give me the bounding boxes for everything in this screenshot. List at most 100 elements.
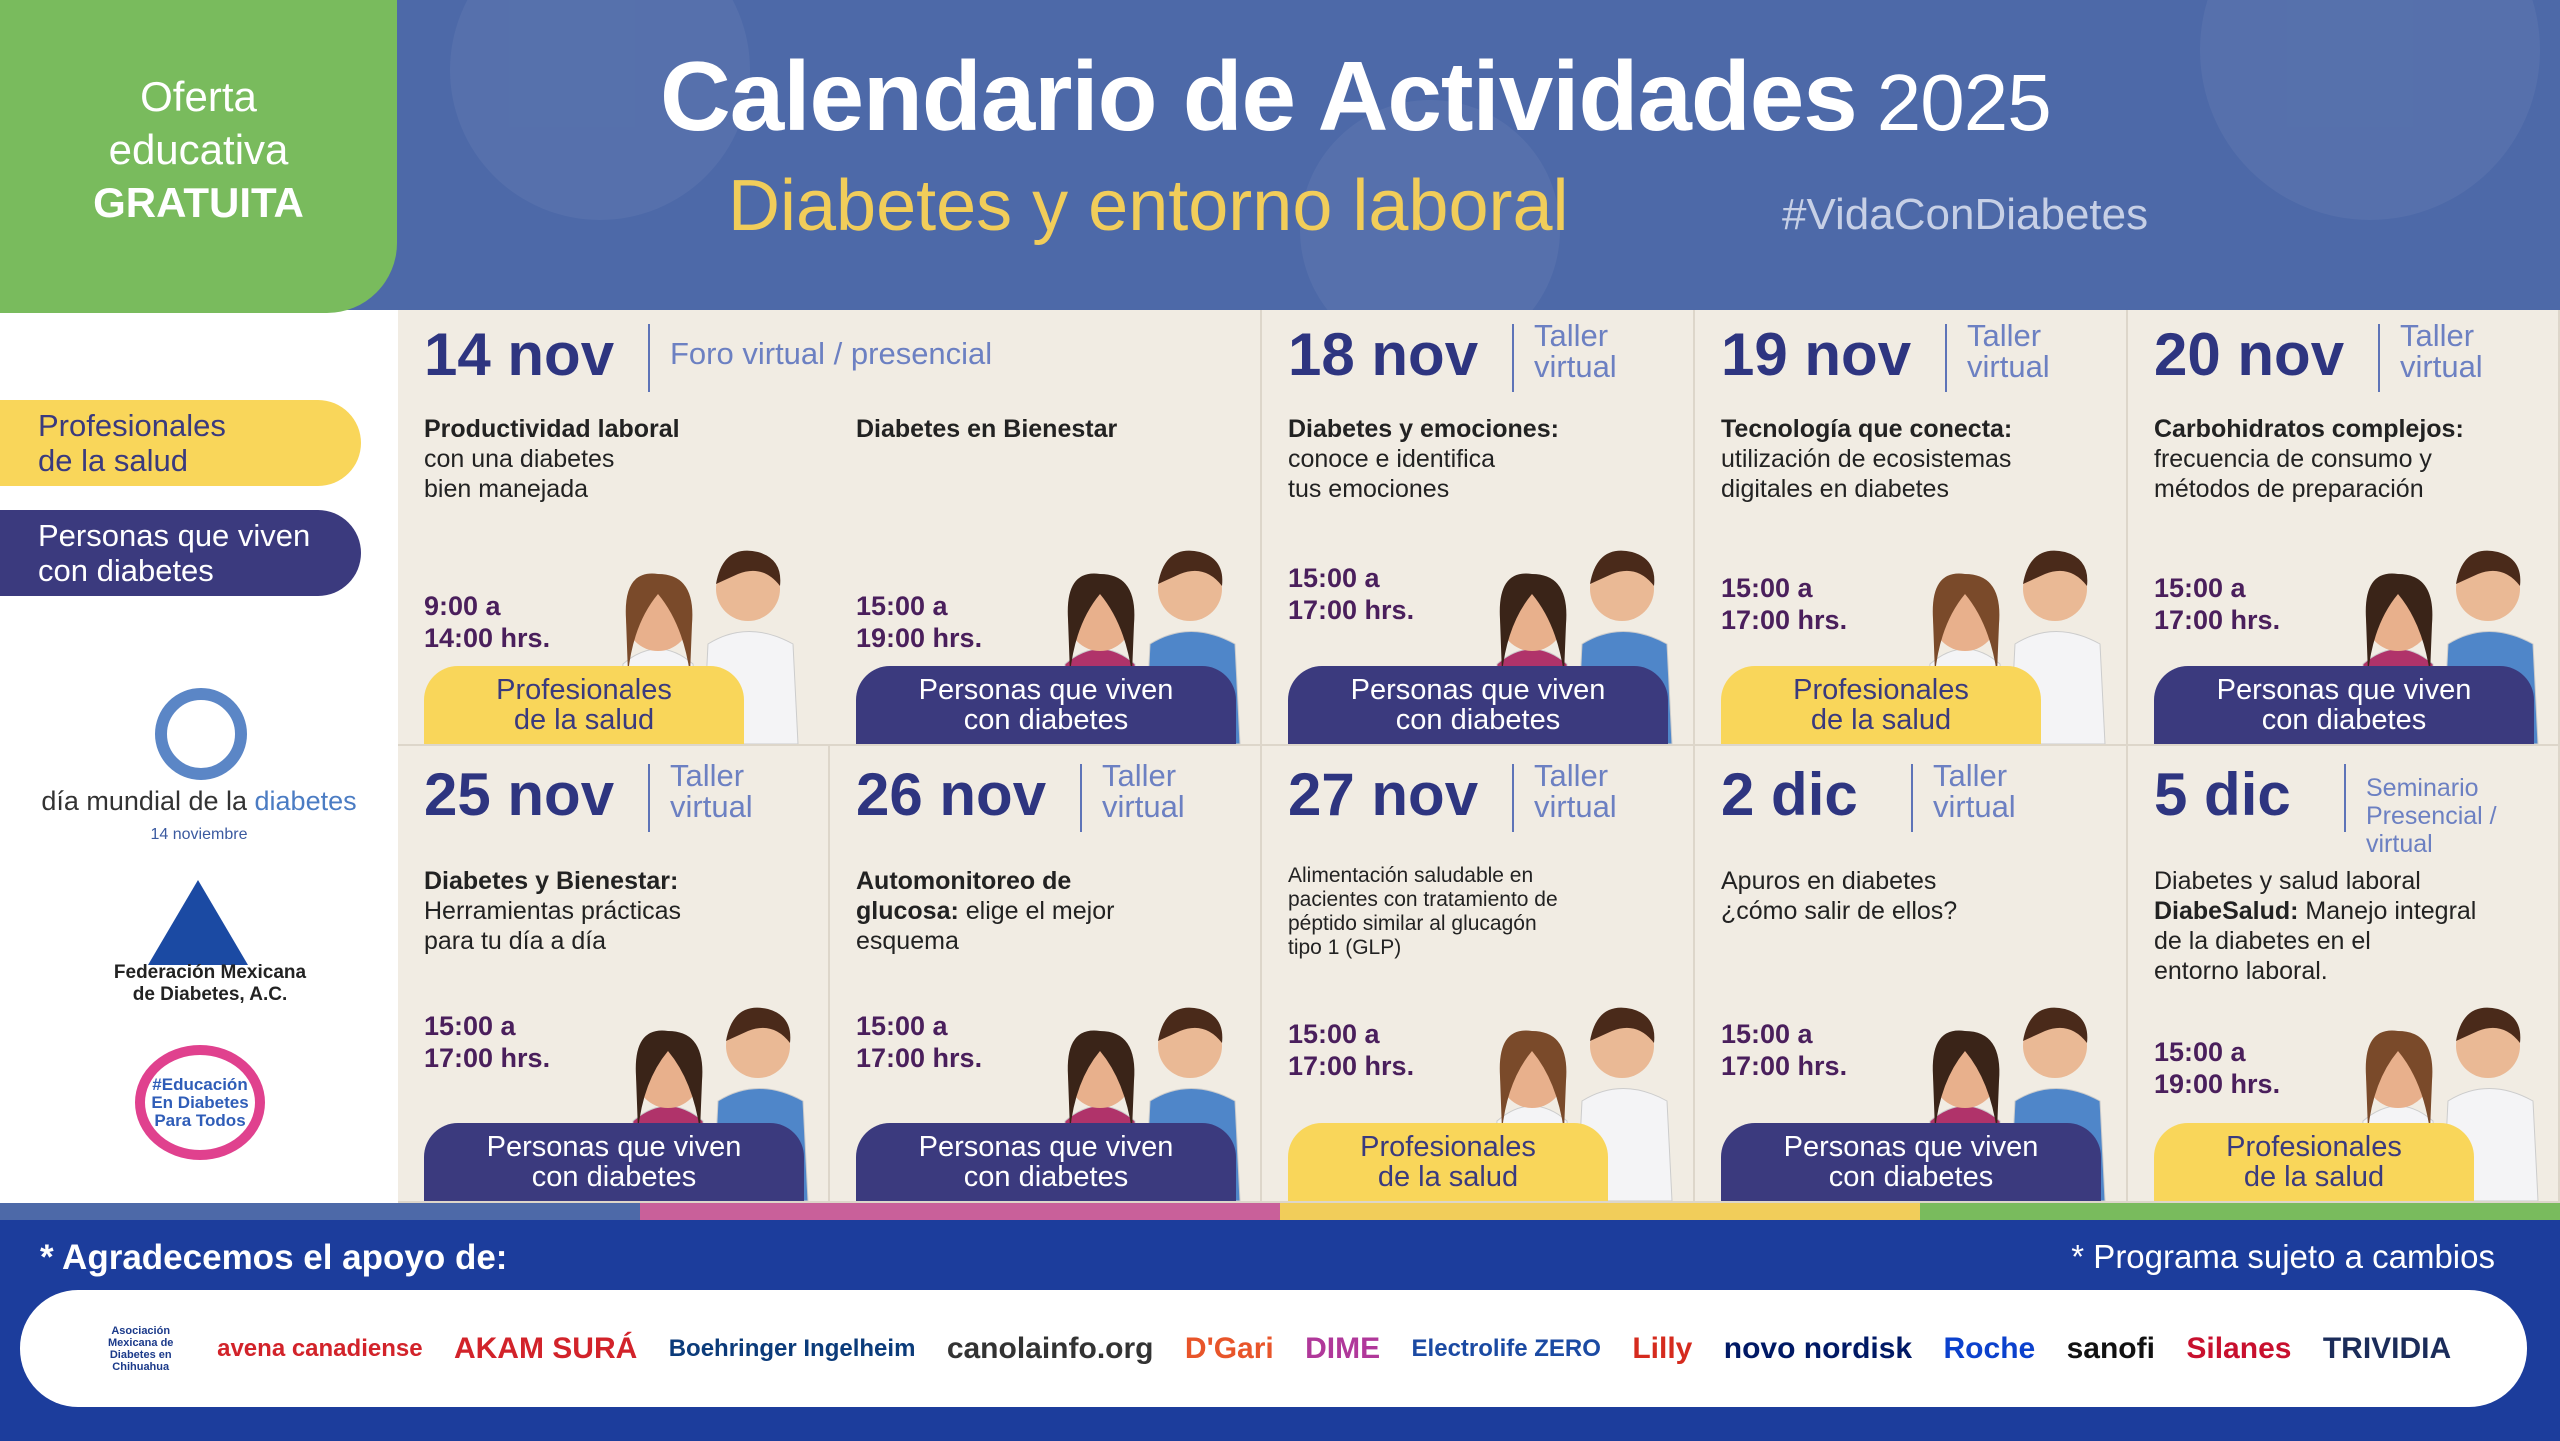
event-title: Diabetes en Bienestar bbox=[856, 414, 1216, 444]
event-type: Taller virtual bbox=[1102, 758, 1185, 824]
audience-badge: Personas que viven con diabetes bbox=[856, 666, 1236, 744]
event-type: Taller virtual bbox=[1534, 318, 1617, 384]
page-title: Calendario de Actividades 2025 bbox=[660, 40, 2052, 153]
audience-badge: Profesionales de la salud bbox=[2154, 1123, 2474, 1201]
title-text: utilización de ecosistemas digitales en … bbox=[1721, 445, 2012, 503]
header: Calendario de Actividades 2025 Diabetes y… bbox=[0, 0, 2560, 310]
event-type: Taller virtual bbox=[1534, 758, 1617, 824]
title-bold: Diabetes y emociones: bbox=[1288, 415, 1559, 443]
date-divider bbox=[648, 324, 650, 392]
sponsor-logo: Boehringer Ingelheim bbox=[668, 1334, 916, 1362]
sponsor-logo: Silanes bbox=[2186, 1331, 2292, 1365]
title-bold: Tecnología que conecta: bbox=[1721, 415, 2013, 443]
strip-segment bbox=[1920, 1203, 2560, 1220]
title-text: con una diabetes bien manejada bbox=[424, 445, 615, 503]
hashtag: #VidaConDiabetes bbox=[1782, 190, 2149, 239]
title-bold: Productividad laboral bbox=[424, 415, 680, 443]
title-bold: Diabetes y Bienestar: bbox=[424, 867, 679, 895]
sponsor-logo: avena canadiense bbox=[217, 1334, 423, 1362]
sponsor-logo: Asociación Mexicana de Diabetes en Chihu… bbox=[107, 1324, 174, 1373]
event-card: 5 dic Seminario Presencial / virtual Diabe… bbox=[2128, 746, 2560, 1203]
title-text: Herramientas prácticas para tu día a día bbox=[424, 897, 682, 955]
disclaimer-text: * Programa sujeto a cambios bbox=[2071, 1238, 2495, 1275]
event-card: 25 nov Taller virtual Diabetes y Bienestar… bbox=[398, 746, 830, 1203]
event-title: Diabetes y salud laboral DiabeSalud: Man… bbox=[2154, 866, 2514, 986]
title-text: Manejo integral de la diabetes en el ent… bbox=[2154, 897, 2477, 985]
decor-shape bbox=[1300, 100, 1560, 310]
sponsor-logo: sanofi bbox=[2066, 1331, 2155, 1365]
decor-shape bbox=[2200, 0, 2540, 220]
audience-badge: Personas que viven con diabetes bbox=[2154, 666, 2534, 744]
event-time: 9:00 a 14:00 hrs. bbox=[424, 591, 551, 653]
event-type: Taller virtual bbox=[1933, 758, 2016, 824]
page-subtitle: Diabetes y entorno laboral bbox=[728, 166, 1569, 246]
date-divider bbox=[1911, 764, 1913, 832]
sponsor-logo: canolainfo.org bbox=[946, 1331, 1154, 1365]
sponsor-logo: Lilly bbox=[1632, 1331, 1693, 1365]
event-type: Seminario Presencial / virtual bbox=[2366, 774, 2497, 858]
thanks-text: * Agradecemos el apoyo de: bbox=[40, 1238, 508, 1277]
event-time: 15:00 a 19:00 hrs. bbox=[856, 591, 983, 653]
event-date: 27 nov bbox=[1288, 761, 1479, 828]
audience-badge: Personas que viven con diabetes bbox=[1721, 1123, 2101, 1201]
strip-segment bbox=[0, 1203, 640, 1220]
date-divider bbox=[2344, 764, 2346, 832]
badge-line: GRATUITA bbox=[93, 179, 304, 226]
title-bold: Automonitoreo de glucosa: bbox=[856, 867, 1072, 925]
color-strip bbox=[0, 1203, 2560, 1220]
event-type: Taller virtual bbox=[2400, 318, 2483, 384]
audience-badge: Profesionales de la salud bbox=[1721, 666, 2041, 744]
event-type: Foro virtual / presencial bbox=[670, 336, 993, 371]
event-type: Taller virtual bbox=[670, 758, 753, 824]
sponsor-logo: Electrolife ZERO bbox=[1411, 1334, 1601, 1362]
world-diabetes-day-text: día mundial de la diabetes bbox=[0, 786, 398, 817]
event-title: Tecnología que conecta: utilización de e… bbox=[1721, 414, 2081, 504]
title-bold: Carbohidratos complejos: bbox=[2154, 415, 2464, 443]
date-divider bbox=[648, 764, 650, 832]
date-divider bbox=[2378, 324, 2380, 392]
event-date: 14 nov bbox=[424, 321, 615, 388]
event-date: 19 nov bbox=[1721, 321, 1912, 388]
audience-badge: Personas que viven con diabetes bbox=[856, 1123, 1236, 1201]
strip-segment bbox=[640, 1203, 1280, 1220]
sponsor-logo: Roche bbox=[1943, 1331, 2036, 1365]
audience-badge: Personas que viven con diabetes bbox=[1288, 666, 1668, 744]
fmd-name: Federación Mexicana de Diabetes, A.C. bbox=[113, 962, 307, 1005]
event-time: 15:00 a 17:00 hrs. bbox=[1721, 1019, 1848, 1081]
title-text: conoce e identifica tus emociones bbox=[1288, 445, 1496, 503]
title-year: 2025 bbox=[1876, 58, 2052, 147]
title-text: frecuencia de consumo y métodos de prepa… bbox=[2154, 445, 2432, 503]
date-divider bbox=[1512, 764, 1514, 832]
event-card: 20 nov Taller virtual Carbohidratos comple… bbox=[2128, 310, 2560, 746]
event-title: Diabetes y emociones: conoce e identific… bbox=[1288, 414, 1648, 504]
badge-line: educativa bbox=[108, 126, 289, 173]
fmd-logo-icon bbox=[148, 880, 248, 965]
date-divider bbox=[1080, 764, 1082, 832]
event-card: 19 nov Taller virtual Tecnología que conec… bbox=[1695, 310, 2128, 746]
legend-professionals: Profesionales de la salud bbox=[0, 400, 361, 486]
event-date: 18 nov bbox=[1288, 321, 1479, 388]
sponsor-logo: TRIVIDIA bbox=[2322, 1331, 2452, 1365]
event-date: 25 nov bbox=[424, 761, 615, 828]
audience-badge: Profesionales de la salud bbox=[424, 666, 744, 744]
event-date: 20 nov bbox=[2154, 321, 2345, 388]
legend-people-with-diabetes: Personas que viven con diabetes bbox=[0, 510, 361, 596]
date-divider bbox=[1512, 324, 1514, 392]
event-card: 26 nov Taller virtual Automonitoreo de glu… bbox=[830, 746, 1262, 1203]
event-time: 15:00 a 17:00 hrs. bbox=[1721, 573, 1848, 635]
sponsor-logo: D'Gari bbox=[1184, 1331, 1274, 1365]
event-card: 27 nov Taller virtual Alimentación saludab… bbox=[1262, 746, 1695, 1203]
title-bold: DiabeSalud: bbox=[2154, 897, 2299, 925]
event-date: 2 dic bbox=[1721, 761, 1858, 828]
title-text: Calendario de Actividades bbox=[660, 41, 1858, 151]
event-title: Productividad laboral con una diabetes b… bbox=[424, 414, 784, 504]
audience-badge: Profesionales de la salud bbox=[1288, 1123, 1608, 1201]
event-title: Carbohidratos complejos: frecuencia de c… bbox=[2154, 414, 2514, 504]
badge-line: Oferta bbox=[140, 73, 257, 120]
title-text: Apuros en diabetes ¿cómo salir de ellos? bbox=[1721, 867, 1958, 925]
sponsor-logo: novo nordisk bbox=[1723, 1331, 1913, 1365]
sponsor-bar: Asociación Mexicana de Diabetes en Chihu… bbox=[20, 1290, 2527, 1407]
event-card: 14 nov Foro virtual / presencial Productiv… bbox=[398, 310, 1262, 746]
event-title: Alimentación saludable en pacientes con … bbox=[1288, 864, 1648, 960]
free-offer-badge: Oferta educativa GRATUITA bbox=[0, 0, 397, 313]
